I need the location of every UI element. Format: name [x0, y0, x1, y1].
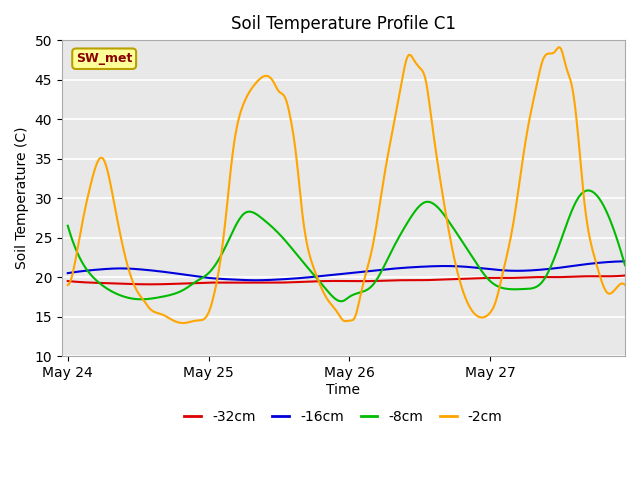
X-axis label: Time: Time — [326, 383, 360, 396]
Y-axis label: Soil Temperature (C): Soil Temperature (C) — [15, 127, 29, 269]
Title: Soil Temperature Profile C1: Soil Temperature Profile C1 — [231, 15, 456, 33]
Legend: -32cm, -16cm, -8cm, -2cm: -32cm, -16cm, -8cm, -2cm — [179, 404, 508, 429]
Text: SW_met: SW_met — [76, 52, 132, 65]
